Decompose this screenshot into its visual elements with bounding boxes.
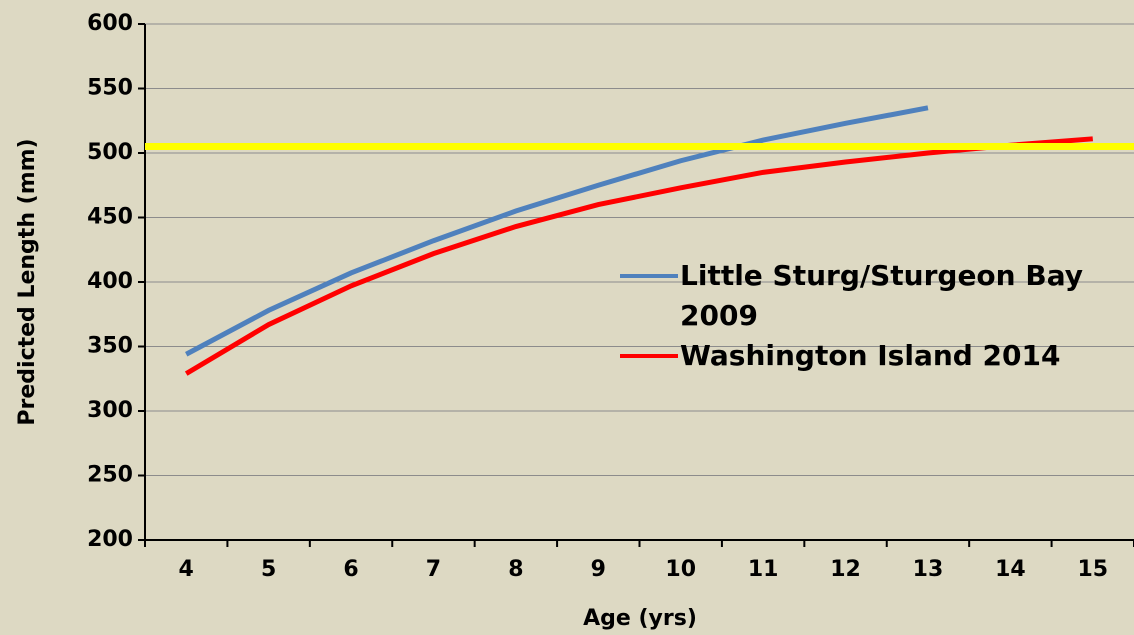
x-tick-label: 12 — [830, 557, 861, 582]
x-tick-label: 15 — [1077, 557, 1108, 582]
y-axis-label: Predicted Length (mm) — [15, 138, 40, 425]
y-tick-label: 500 — [87, 140, 133, 165]
legend-item: Washington Island 2014 — [620, 336, 1120, 376]
y-tick-label: 400 — [87, 269, 133, 294]
x-axis-label: Age (yrs) — [583, 606, 697, 631]
series-line — [184, 136, 1093, 376]
x-tick-label: 9 — [591, 557, 606, 582]
legend-swatch — [620, 274, 678, 278]
y-tick-label: 350 — [87, 334, 133, 359]
legend: Little Sturg/Sturgeon Bay 2009 Washington… — [620, 256, 1120, 376]
x-tick-label: 10 — [665, 557, 696, 582]
y-tick-label: 200 — [87, 527, 133, 552]
legend-item: Little Sturg/Sturgeon Bay 2009 — [620, 256, 1120, 336]
y-tick-label: 450 — [87, 205, 133, 230]
x-tick-label: 7 — [426, 557, 441, 582]
y-tick-label: 300 — [87, 398, 133, 423]
y-tick-label: 600 — [87, 11, 133, 36]
x-tick-label: 6 — [343, 557, 358, 582]
y-tick-label: 550 — [87, 76, 133, 101]
x-tick-label: 14 — [995, 557, 1026, 582]
x-tick-label: 11 — [748, 557, 779, 582]
legend-label: Little Sturg/Sturgeon Bay 2009 — [680, 259, 1083, 332]
x-tick-label: 8 — [508, 557, 523, 582]
x-tick-label: 4 — [179, 557, 194, 582]
legend-swatch — [620, 354, 678, 358]
x-tick-label: 5 — [261, 557, 276, 582]
series-line — [185, 105, 929, 357]
x-tick-label: 13 — [913, 557, 944, 582]
legend-label: Washington Island 2014 — [680, 339, 1061, 372]
y-tick-label: 250 — [87, 463, 133, 488]
